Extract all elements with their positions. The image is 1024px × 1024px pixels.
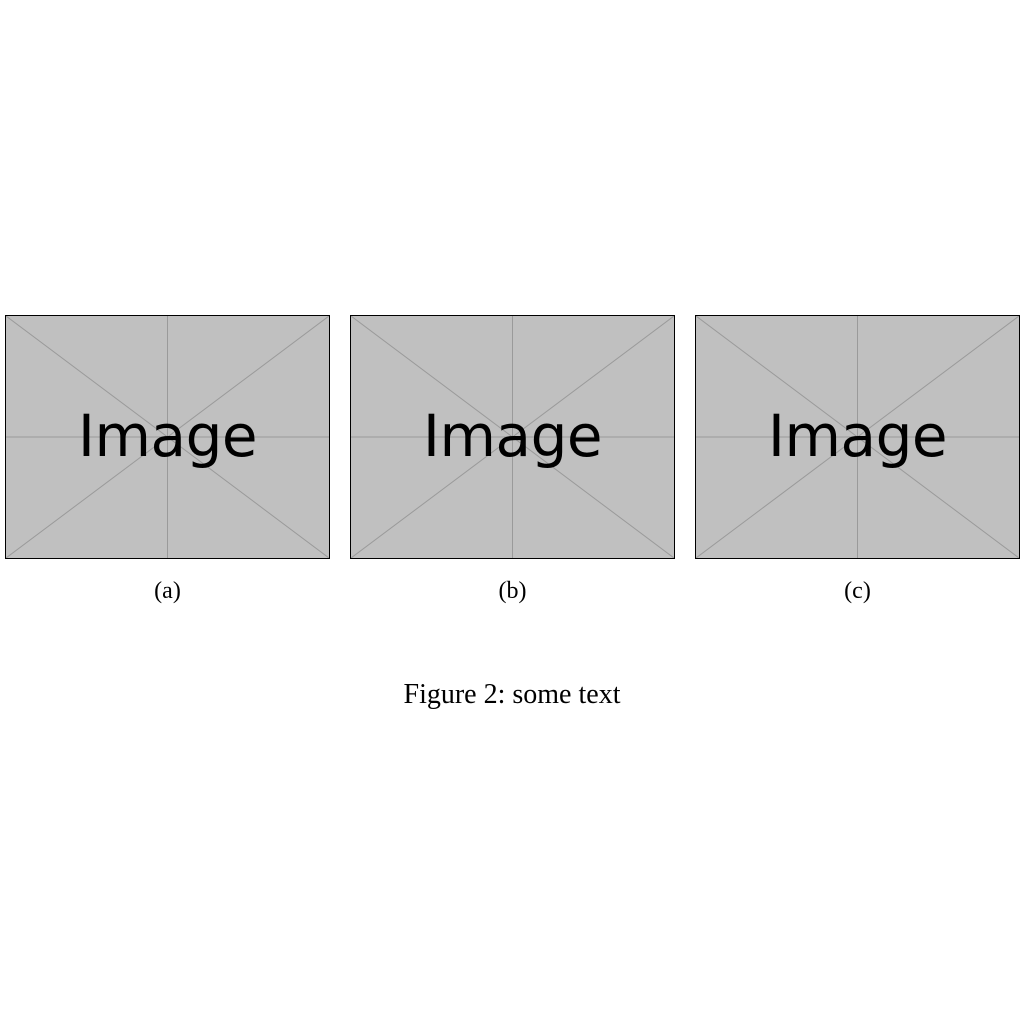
figure-caption: Figure 2: some text — [403, 679, 621, 710]
image-placeholder: Image — [350, 315, 675, 559]
subfigure-c: Image (c) — [695, 315, 1020, 604]
placeholder-cross-lines — [351, 316, 674, 558]
subfigure-label: (a) — [154, 578, 181, 604]
image-placeholder: Image — [5, 315, 330, 559]
placeholder-cross-lines — [696, 316, 1019, 558]
subfigure-label: (b) — [498, 578, 527, 604]
placeholder-cross-lines — [6, 316, 329, 558]
placeholder-text: Image — [767, 402, 948, 470]
image-placeholder: Image — [695, 315, 1020, 559]
subfigure-a: Image (a) — [5, 315, 330, 604]
subfigure-label: (c) — [844, 578, 871, 604]
subfigure-b: Image (b) — [350, 315, 675, 604]
placeholder-text: Image — [77, 402, 258, 470]
placeholder-text: Image — [422, 402, 603, 470]
